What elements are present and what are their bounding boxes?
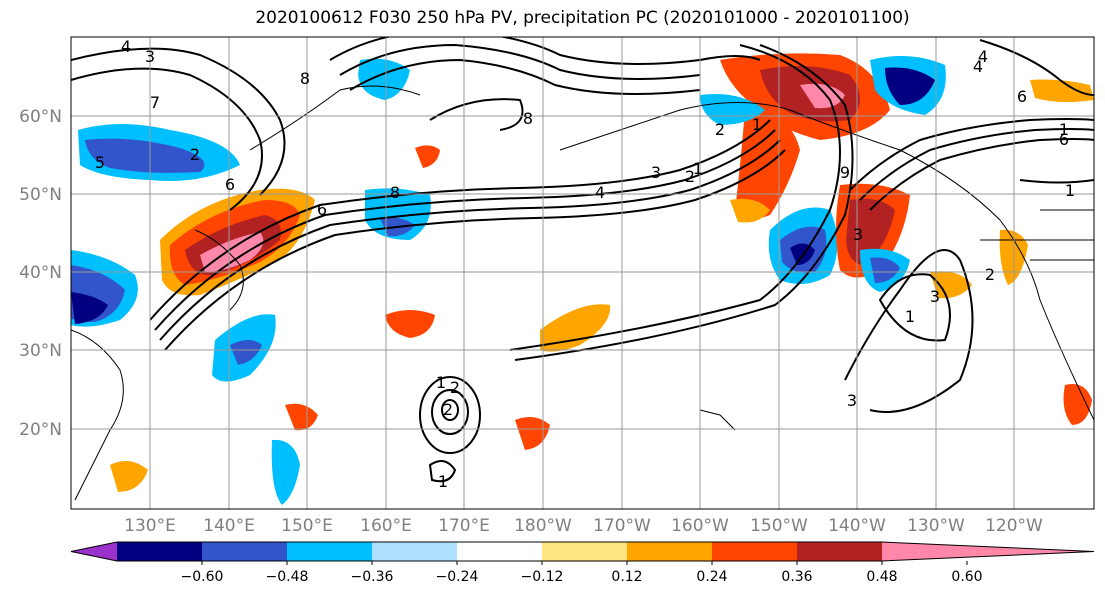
colorbar-bin <box>202 542 287 561</box>
colorbar-extend-max <box>882 542 1094 561</box>
pv-contour-label: 1 <box>905 307 915 326</box>
colorbar-extend-min <box>71 542 117 561</box>
pv-contour-label: 5 <box>95 153 105 172</box>
pv-contour-label: 4 <box>121 37 131 56</box>
pv-contour-label: 4 <box>595 183 605 202</box>
colorbar-tick-label: −0.36 <box>351 569 394 585</box>
pv-contour-label: 1 <box>752 115 762 134</box>
pv-contour-label: 1 <box>436 373 446 392</box>
colorbar-bin <box>287 542 372 561</box>
lon-label: 160°W <box>671 516 729 536</box>
pv-contour-label: 2 <box>715 120 725 139</box>
colorbar-tick-label: 0.60 <box>951 569 982 585</box>
lon-label: 130°W <box>907 516 965 536</box>
colorbar-tick-label: −0.48 <box>266 569 309 585</box>
pv-contour-label: 2 <box>190 145 200 164</box>
lon-label: 160°E <box>360 516 412 536</box>
lat-label: 60°N <box>19 107 62 127</box>
colorbar-bin <box>712 542 797 561</box>
pv-contour-label: 6 <box>317 200 327 219</box>
lon-label: 140°E <box>203 516 255 536</box>
lat-label: 50°N <box>19 185 62 205</box>
pv-contour-label: 8 <box>390 183 400 202</box>
colorbar-tick-label: −0.24 <box>436 569 479 585</box>
pv-contour-label: 1 <box>1065 181 1075 200</box>
pv-contours <box>71 37 1094 483</box>
colorbar-outline <box>70 541 1095 562</box>
pv-contour-label: 6 <box>1017 87 1027 106</box>
coastlines <box>71 85 1094 501</box>
lon-label: 130°E <box>124 516 176 536</box>
colorbar-bin <box>457 542 542 561</box>
colorbar-tick-label: 0.24 <box>696 569 727 585</box>
pv-contour-label: 3 <box>651 163 661 182</box>
plot-frame <box>70 36 1095 510</box>
pv-contour-label: 3 <box>847 391 857 410</box>
pv-contour-label: 1 <box>693 159 703 178</box>
pv-contour-label: 8 <box>300 69 310 88</box>
colorbar-bin <box>117 542 202 561</box>
pv-contour-label: 2 <box>685 167 695 186</box>
lon-label: 170°W <box>593 516 651 536</box>
lon-label: 150°E <box>281 516 333 536</box>
colorbar: −0.60 −0.48 −0.36 −0.24 −0.12 0.12 0.24 0.36 0.4… <box>70 541 1095 585</box>
pv-contour-label: 9 <box>840 163 850 182</box>
pv-contour-label: 4 <box>973 57 983 76</box>
lon-label: 150°W <box>750 516 808 536</box>
colorbar-bin <box>542 542 627 561</box>
pv-contour-label: 2 <box>985 265 995 284</box>
lon-label: 180°W <box>514 516 572 536</box>
pv-contour-label: 3 <box>145 47 155 66</box>
colorbar-tick-label: −0.60 <box>181 569 224 585</box>
lon-axis: 130°E 140°E 150°E 160°E 170°E 180°W 170°… <box>124 516 1043 536</box>
colorbar-bin <box>797 542 882 561</box>
pv-contour-label: 8 <box>523 109 533 128</box>
pv-contour-label: 6 <box>225 175 235 194</box>
colorbar-tick-label: −0.12 <box>521 569 564 585</box>
pv-contour-label: 7 <box>150 93 160 112</box>
pv-contour-label: 1 <box>438 472 448 491</box>
pv-contour-label: 2 <box>450 378 460 397</box>
colorbar-tick-label: 0.36 <box>781 569 812 585</box>
colorbar-bin <box>627 542 712 561</box>
lon-label: 120°W <box>985 516 1043 536</box>
lat-axis: 60°N 50°N 40°N 30°N 20°N <box>19 107 62 440</box>
pv-contour-label: 4 <box>978 47 988 66</box>
grid-lines <box>71 37 1094 509</box>
lon-label: 140°W <box>828 516 886 536</box>
colorbar-bin <box>372 542 457 561</box>
pv-contour-label: 1 <box>1059 120 1069 139</box>
colorbar-tick-label: 0.12 <box>611 569 642 585</box>
pv-contour-label: 6 <box>1059 130 1069 149</box>
colorbar-tick-label: 0.48 <box>866 569 897 585</box>
pv-contour-label: 3 <box>930 287 940 306</box>
pv-contour-label: 2 <box>443 400 453 419</box>
lat-label: 40°N <box>19 263 62 283</box>
lat-label: 30°N <box>19 341 62 361</box>
chart-title: 2020100612 F030 250 hPa PV, precipitatio… <box>255 8 910 28</box>
pv-contour-label: 3 <box>853 225 863 244</box>
precip-shading <box>71 53 1094 505</box>
lon-label: 170°E <box>438 516 490 536</box>
lat-label: 20°N <box>19 420 62 440</box>
